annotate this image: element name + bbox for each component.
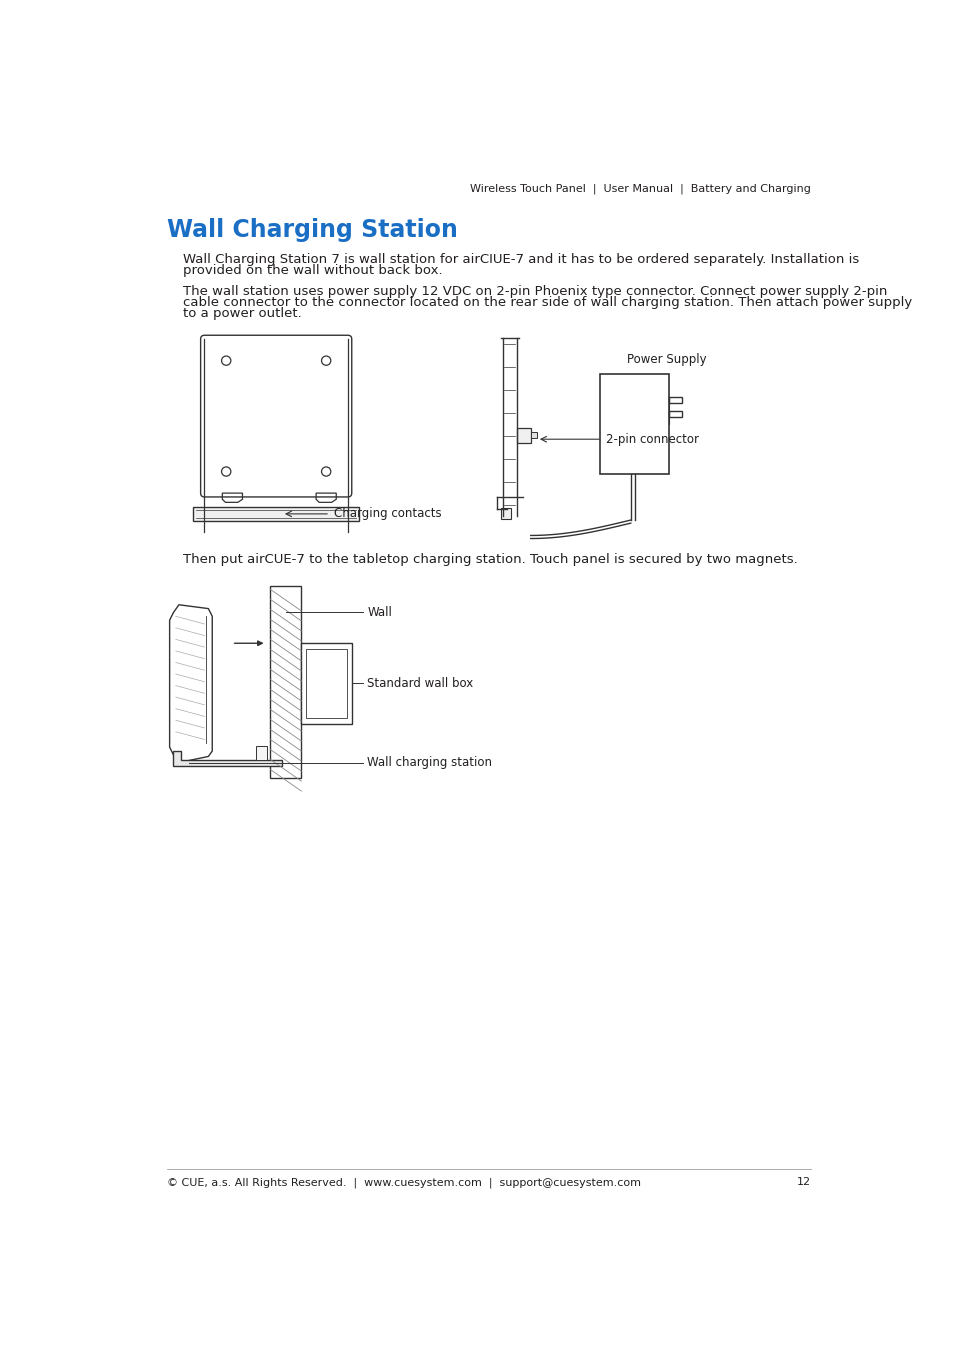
Text: to a power outlet.: to a power outlet. [183, 306, 301, 320]
Bar [256, 747, 267, 760]
Text: Wall Charging Station: Wall Charging Station [167, 217, 457, 242]
Text: Then put airCUE-7 to the tabletop charging station. Touch panel is secured by tw: Then put airCUE-7 to the tabletop chargi… [183, 554, 797, 566]
Bar [599, 374, 669, 474]
Text: Wall Charging Station 7 is wall station for airCIUE-7 and it has to be ordered s: Wall Charging Station 7 is wall station … [183, 252, 858, 266]
Text: © CUE, a.s. All Rights Reserved.  |  www.cuesystem.com  |  support@cuesystem.com: © CUE, a.s. All Rights Reserved. | www.c… [167, 1177, 640, 1188]
Bar [669, 410, 681, 417]
Bar [306, 649, 347, 718]
Text: The wall station uses power supply 12 VDC on 2-pin Phoenix type connector. Conne: The wall station uses power supply 12 VD… [183, 285, 886, 298]
Bar [517, 428, 530, 443]
Bar [270, 586, 301, 778]
Bar [301, 643, 352, 724]
Bar [530, 432, 537, 439]
Polygon shape [170, 605, 212, 763]
Bar [500, 508, 511, 518]
Text: Wall charging station: Wall charging station [367, 756, 492, 770]
Polygon shape [173, 751, 282, 767]
Text: cable connector to the connector located on the rear side of wall charging stati: cable connector to the connector located… [183, 296, 911, 309]
Text: 2-pin connector: 2-pin connector [605, 433, 699, 446]
Bar [669, 397, 681, 404]
Text: Standard wall box: Standard wall box [367, 676, 473, 690]
Text: Wireless Touch Panel  |  User Manual  |  Battery and Charging: Wireless Touch Panel | User Manual | Bat… [470, 184, 810, 194]
Text: Charging contacts: Charging contacts [334, 508, 441, 520]
Polygon shape [193, 508, 359, 521]
Text: provided on the wall without back box.: provided on the wall without back box. [183, 263, 442, 277]
Text: Wall: Wall [367, 606, 392, 618]
Text: Power Supply: Power Supply [626, 354, 706, 366]
Text: 12: 12 [797, 1177, 810, 1187]
